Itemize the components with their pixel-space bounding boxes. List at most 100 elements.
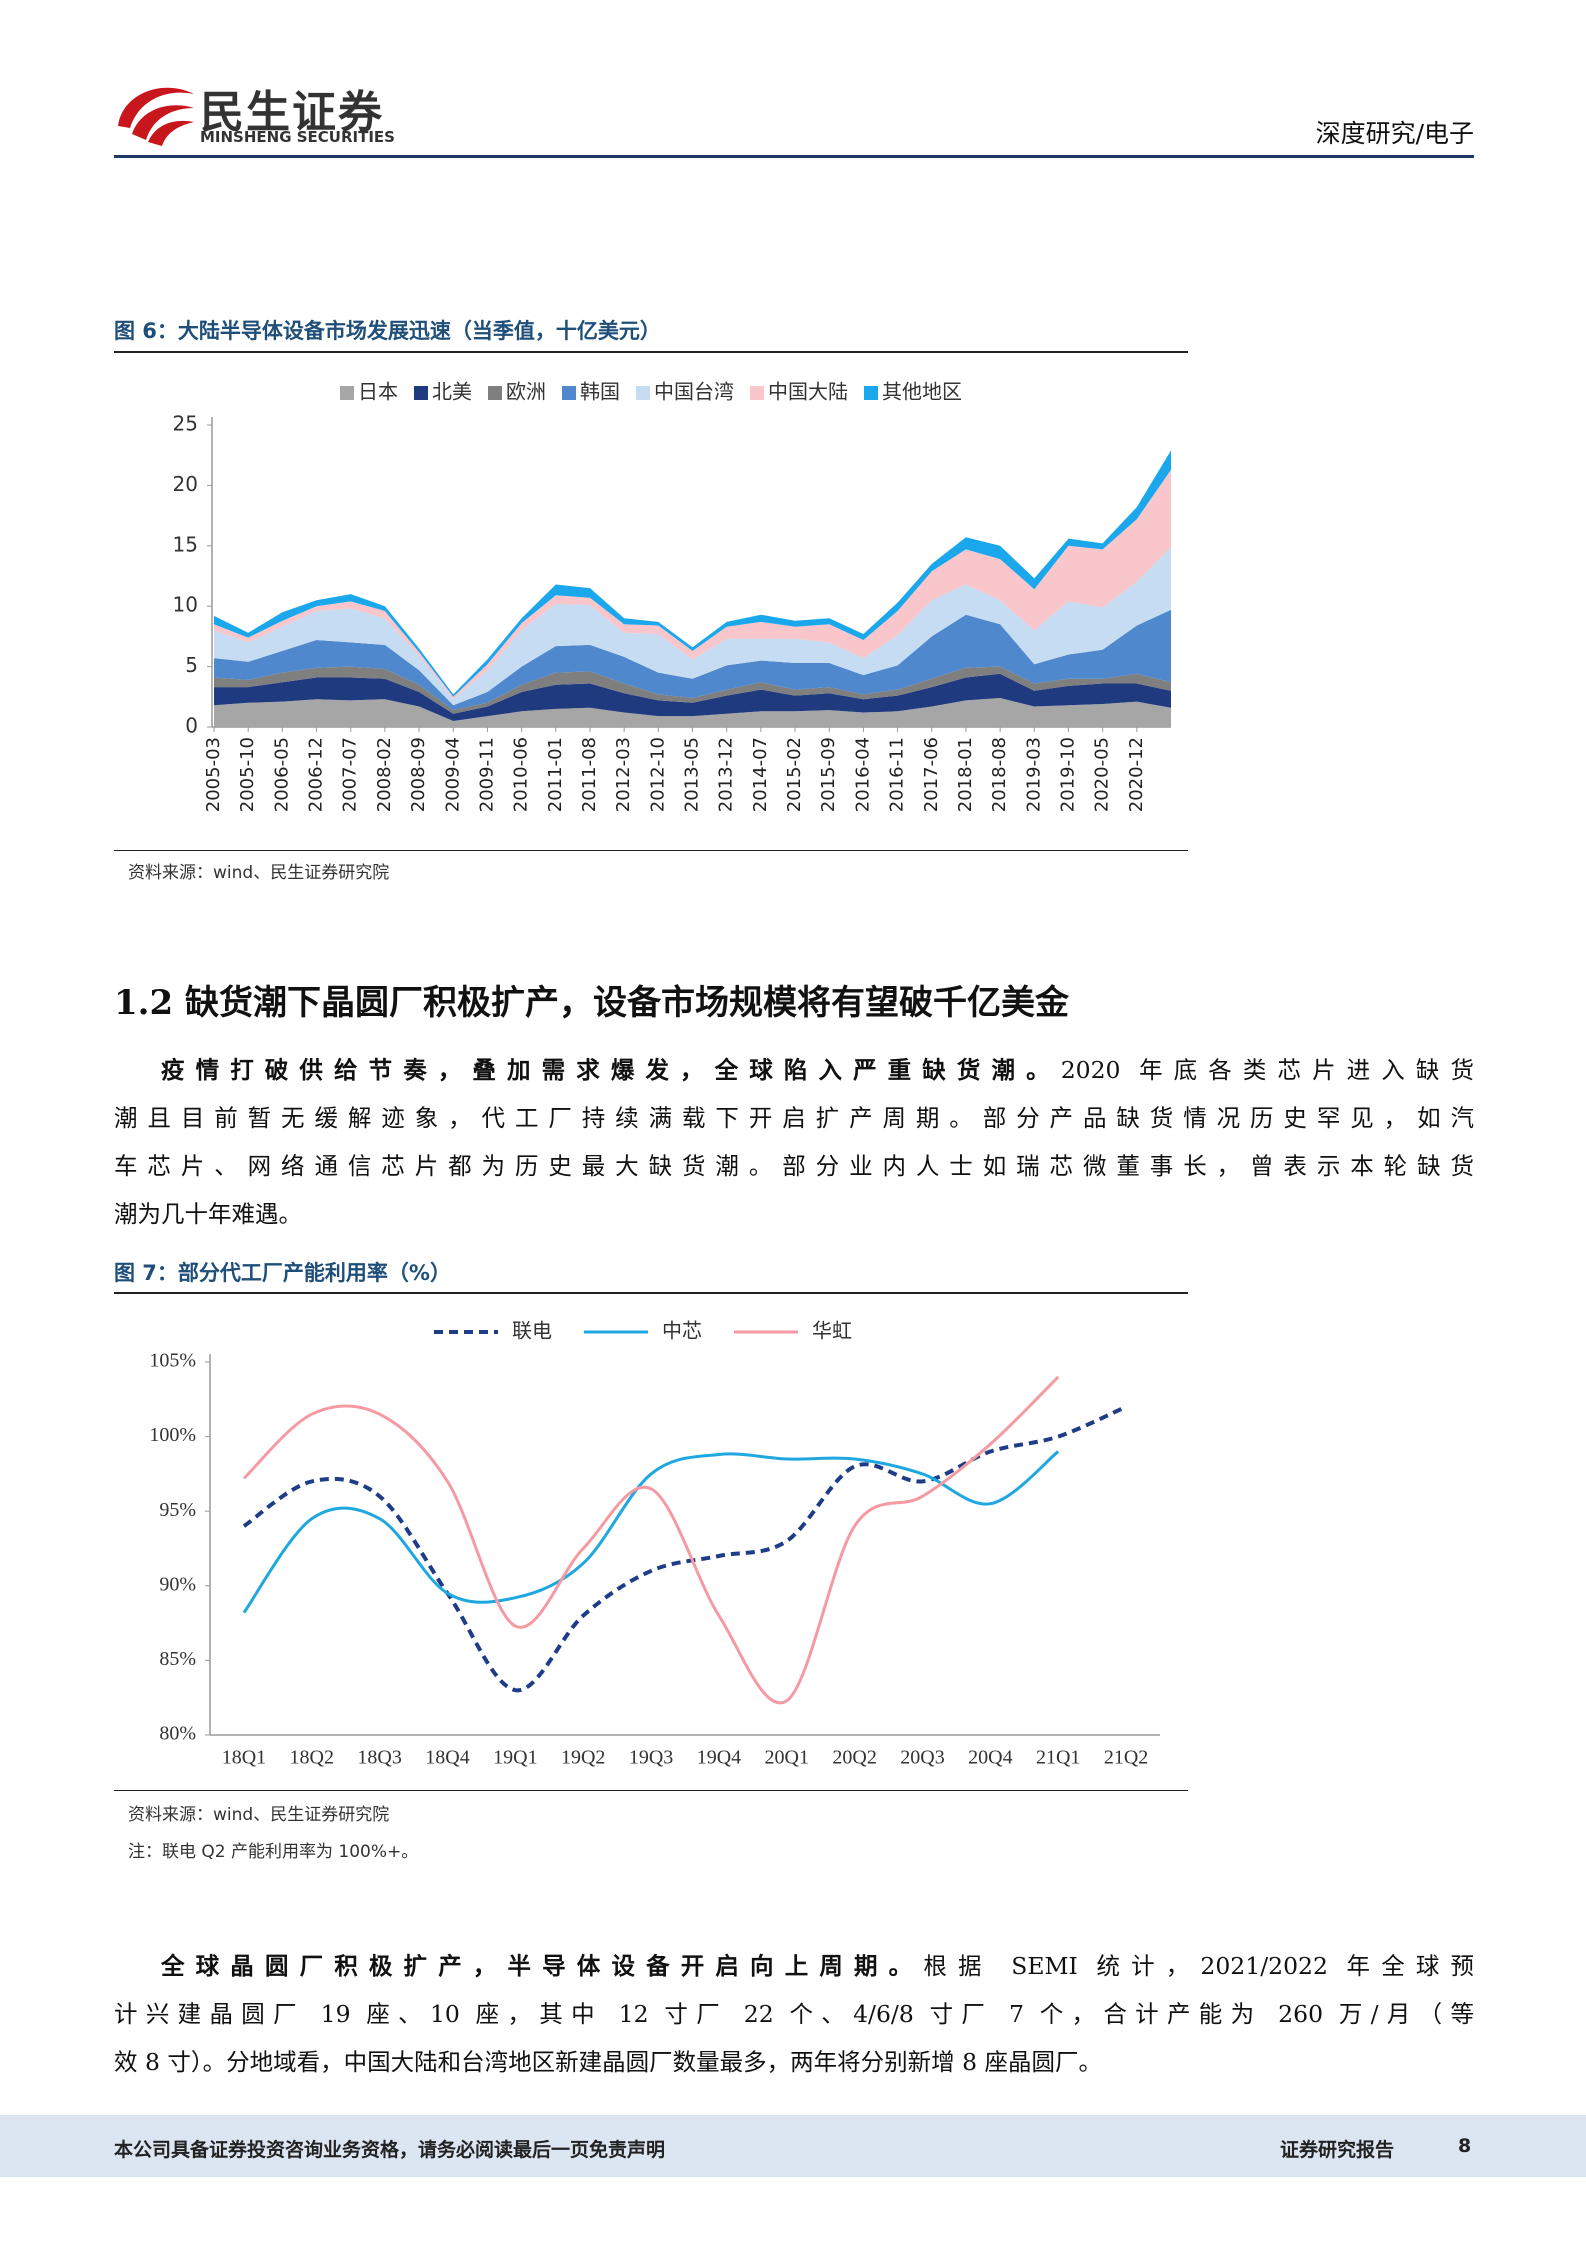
text-line: 计兴建晶圆厂 19 座、10 座，其中 12 寸厂 22 个、4/6/8 寸厂 … <box>114 1990 1474 2038</box>
lead-text: 全球晶圆厂积极扩产，半导体设备开启向上周期。 <box>161 1952 924 1980</box>
x-tick-label: 2011-01 <box>545 737 566 812</box>
logo-english: MINSHENG SECURITIES <box>200 128 395 146</box>
area <box>214 698 1171 727</box>
area <box>214 609 1171 711</box>
text-line: 潮为几十年难遇。 <box>114 1190 1474 1238</box>
figure-source: 资料来源：wind、民生证券研究院 <box>128 1805 390 1825</box>
line-chart: 80% 85% 90% 95% 100% 105% 18Q1 18Q2 18Q3 18Q4 19Q1… <box>149 1319 1160 1769</box>
x-tick-label: 18Q4 <box>425 1747 469 1769</box>
body-text: 计兴建晶圆厂 19 座、10 座，其中 12 寸厂 22 个、4/6/8 寸厂 … <box>114 2000 1474 2028</box>
x-tick-label: 18Q1 <box>222 1747 266 1769</box>
line <box>242 1404 1127 1693</box>
text-line: 车芯片、网络通信芯片都为历史最大缺货潮。部分业内人士如瑞芯微董事长，曾表示本轮缺… <box>114 1142 1474 1190</box>
x-tick-label: 2008-09 <box>408 737 429 812</box>
legend-swatch <box>636 386 650 400</box>
x-tick-label: 2007-07 <box>340 737 361 812</box>
legend-label: 北美 <box>432 380 472 404</box>
y-tick-label: 0 <box>185 714 198 738</box>
page-number: 8 <box>1458 2135 1472 2157</box>
text-line: 效 8 寸）。分地域看，中国大陆和台湾地区新建晶圆厂数量最多，两年将分别新增 8… <box>114 2038 1474 2086</box>
legend-swatch <box>340 386 354 400</box>
line <box>242 1450 1060 1614</box>
x-tick-label: 2018-01 <box>955 737 976 812</box>
text-line: 潮且目前暂无缓解迹象，代工厂持续满载下开启扩产周期。部分产品缺货情况历史罕见，如… <box>114 1094 1474 1142</box>
caption-rule <box>114 351 1188 353</box>
x-tick-label: 2005-10 <box>237 737 258 812</box>
area <box>214 450 1171 697</box>
x-tick-label: 2013-05 <box>682 737 703 812</box>
y-tick-label: 100% <box>149 1424 196 1446</box>
lead-text: 疫情打破供给节奏，叠加需求爆发，全球陷入严重缺货潮。 <box>161 1056 1061 1084</box>
y-tick-label: 15 <box>173 532 198 556</box>
legend-label: 中国大陆 <box>768 380 848 404</box>
logo-text: 民生证券 <box>200 87 384 138</box>
area-chart: 0 5 10 15 20 25 2005-03 2005-10 2006-05 2006-12 20… <box>173 380 1171 812</box>
y-tick-label: 90% <box>159 1573 196 1595</box>
y-tick-label: 5 <box>185 653 198 677</box>
section-heading: 1.2 缺货潮下晶圆厂积极扩产，设备市场规模将有望破千亿美金 <box>114 983 1069 1023</box>
caption-rule <box>114 1292 1188 1294</box>
paragraph: 全球晶圆厂积极扩产，半导体设备开启向上周期。根据 SEMI 统计，2021/20… <box>114 1942 1474 2086</box>
legend-swatch <box>750 386 764 400</box>
body-text: 2020 年底各类芯片进入缺货 <box>1060 1056 1474 1084</box>
body-text: 潮且目前暂无缓解迹象，代工厂持续满载下开启扩产周期。部分产品缺货情况历史罕见，如… <box>114 1104 1474 1132</box>
x-tick-label: 2018-08 <box>989 737 1010 812</box>
logo-mark <box>118 87 194 146</box>
x-tick-label: 19Q2 <box>561 1747 605 1769</box>
y-tick-label: 80% <box>159 1723 196 1745</box>
text-line: 全球晶圆厂积极扩产，半导体设备开启向上周期。根据 SEMI 统计，2021/20… <box>114 1942 1474 1990</box>
x-tick-label: 18Q3 <box>357 1747 401 1769</box>
figure-source: 资料来源：wind、民生证券研究院 <box>128 863 390 883</box>
x-tick-label: 2009-04 <box>442 737 463 812</box>
x-tick-label: 2015-02 <box>784 737 805 812</box>
x-tick-label: 2012-03 <box>613 737 634 812</box>
section-label: 深度研究/电子 <box>1315 119 1474 148</box>
figure-rule <box>114 850 1188 851</box>
x-tick-label: 20Q2 <box>832 1747 876 1769</box>
footer-disclaimer: 本公司具备证券投资咨询业务资格，请务必阅读最后一页免责声明 <box>114 2139 666 2161</box>
x-tick-label: 19Q1 <box>493 1747 537 1769</box>
legend-label: 韩国 <box>580 380 620 404</box>
legend-label: 日本 <box>358 380 398 404</box>
body-text: 潮为几十年难遇。 <box>114 1200 302 1228</box>
x-tick-label: 20Q1 <box>765 1747 809 1769</box>
x-tick-label: 20Q4 <box>968 1747 1012 1769</box>
x-tick-label: 2020-12 <box>1126 737 1147 812</box>
y-tick-label: 85% <box>159 1648 196 1670</box>
x-tick-label: 2019-03 <box>1023 737 1044 812</box>
y-tick-label: 95% <box>159 1499 196 1521</box>
x-tick-label: 2009-11 <box>476 737 497 812</box>
x-tick-label: 2017-06 <box>921 737 942 812</box>
x-tick-label: 19Q4 <box>697 1747 741 1769</box>
x-tick-label: 2015-09 <box>818 737 839 812</box>
area <box>214 547 1171 706</box>
x-tick-label: 2006-12 <box>306 737 327 812</box>
header-rule <box>114 155 1474 158</box>
x-tick-label: 2020-05 <box>1092 737 1113 812</box>
x-tick-label: 2014-07 <box>750 737 771 812</box>
paragraph: 疫情打破供给节奏，叠加需求爆发，全球陷入严重缺货潮。2020 年底各类芯片进入缺… <box>114 1046 1474 1238</box>
x-tick-label: 2005-03 <box>203 737 224 812</box>
x-tick-label: 20Q3 <box>900 1747 944 1769</box>
x-tick-label: 2013-12 <box>716 737 737 812</box>
x-tick-label: 19Q3 <box>629 1747 673 1769</box>
x-tick-label: 21Q1 <box>1036 1747 1080 1769</box>
y-tick-label: 20 <box>173 472 198 496</box>
legend-label: 欧洲 <box>506 380 546 404</box>
x-tick-label: 21Q2 <box>1104 1747 1148 1769</box>
y-tick-label: 105% <box>149 1350 196 1372</box>
legend-label: 中芯 <box>662 1319 702 1343</box>
x-tick-label: 2008-02 <box>374 737 395 812</box>
figure-caption: 图 6：大陆半导体设备市场发展迅速（当季值，十亿美元） <box>114 319 661 343</box>
footer-report-type: 证券研究报告 <box>1280 2139 1395 2161</box>
x-tick-label: 2006-05 <box>271 737 292 812</box>
text-line: 疫情打破供给节奏，叠加需求爆发，全球陷入严重缺货潮。2020 年底各类芯片进入缺… <box>114 1046 1474 1094</box>
legend-swatch <box>488 386 502 400</box>
area <box>214 469 1171 700</box>
x-tick-label: 18Q2 <box>290 1747 334 1769</box>
figure-note: 注：联电 Q2 产能利用率为 100%+。 <box>128 1842 419 1862</box>
area <box>214 666 1171 714</box>
figure-rule <box>114 1790 1188 1791</box>
x-tick-label: 2016-11 <box>887 737 908 812</box>
legend-swatch <box>414 386 428 400</box>
